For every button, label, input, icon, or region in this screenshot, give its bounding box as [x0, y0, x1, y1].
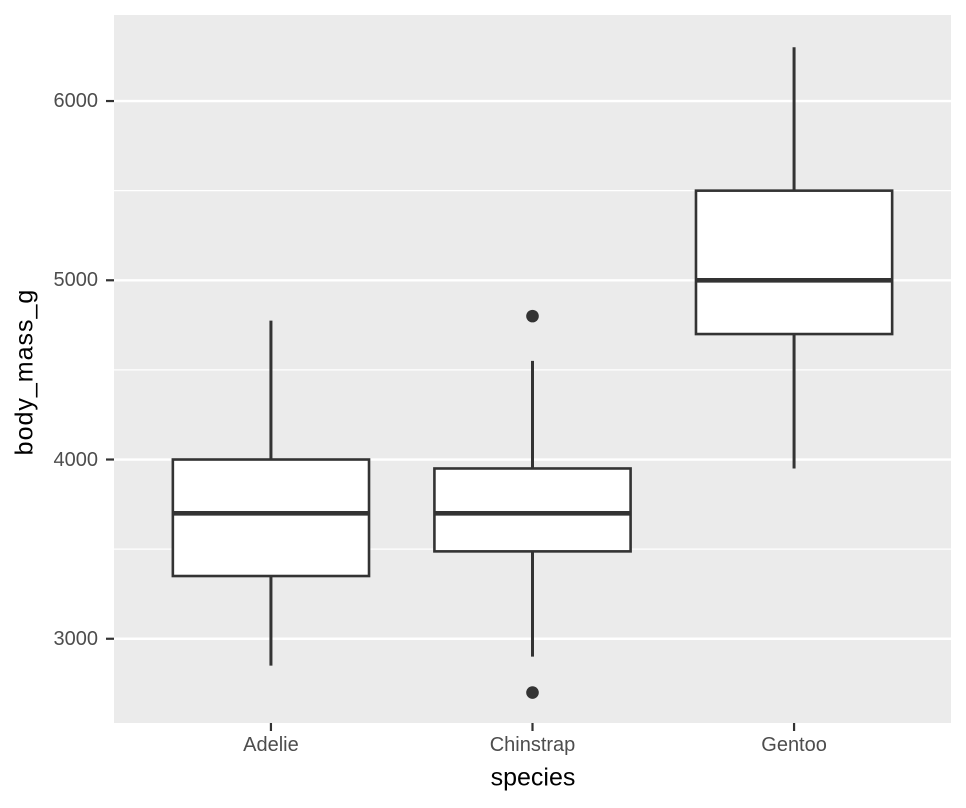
x-tick-label: Adelie [243, 734, 299, 756]
x-tick-label: Gentoo [761, 734, 827, 756]
x-axis-title: species [490, 763, 576, 792]
y-tick-label: 5000 [53, 269, 99, 292]
x-tick-label: Chinstrap [489, 734, 576, 756]
outlier-point-chinstrap [526, 686, 539, 699]
outlier-point-chinstrap [526, 309, 539, 323]
box-adelie [171, 458, 371, 578]
y-tick-label: 6000 [53, 90, 99, 113]
box-chinstrap [433, 467, 632, 553]
y-tick-label: 4000 [53, 448, 99, 471]
y-axis-title: body_mass_g [10, 288, 39, 456]
y-tick-label: 3000 [53, 627, 99, 650]
box-gentoo [694, 189, 894, 336]
